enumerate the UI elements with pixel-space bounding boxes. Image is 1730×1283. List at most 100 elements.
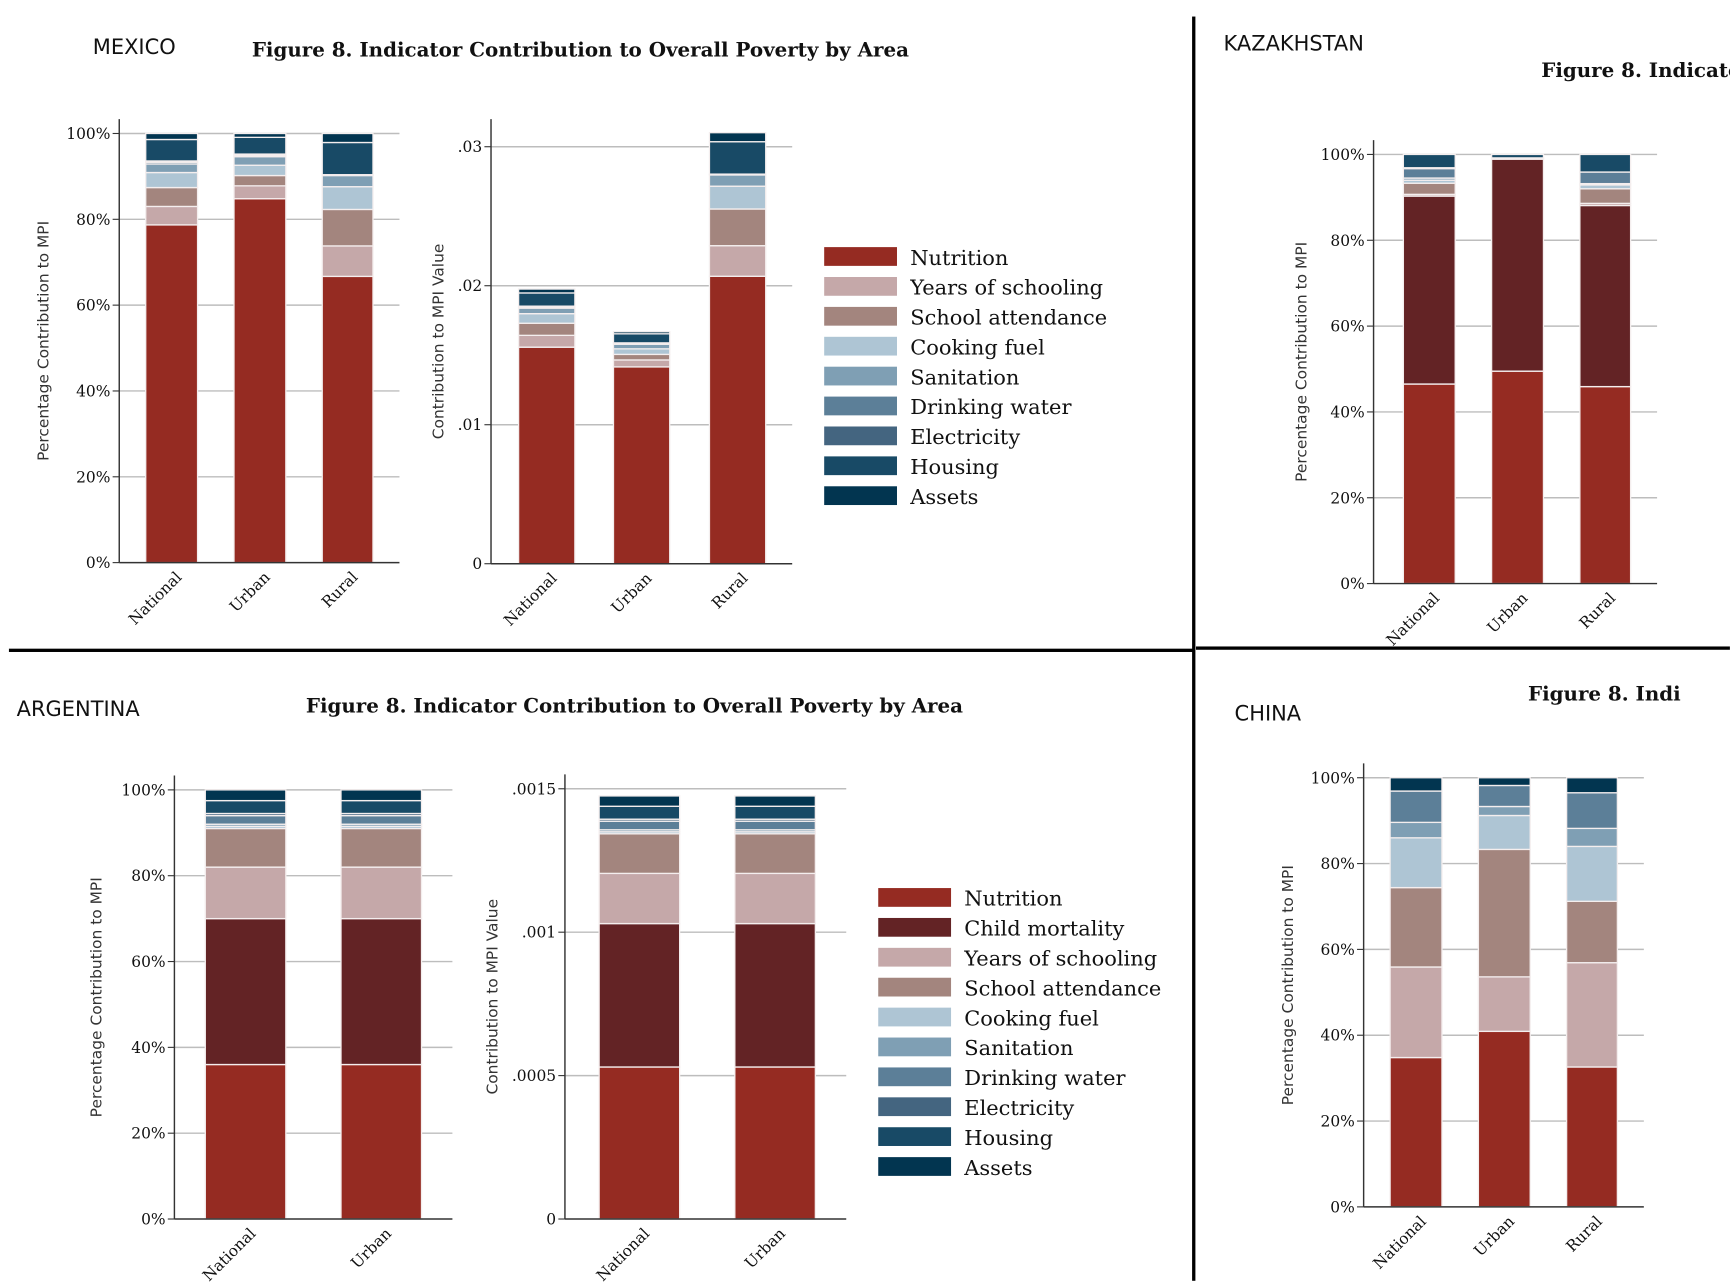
chart-mexico-pct: 0% 20% 40% 60% 80% 100% National Urban Rural Perc…: [35, 119, 400, 628]
legend-swatch: [824, 426, 897, 446]
bar-segment-housing: [340, 799, 423, 815]
bar-segment-nutrition: [1490, 370, 1545, 585]
country-label-argentina: ARGENTINA: [17, 697, 141, 721]
x-tick-label: National: [593, 1225, 653, 1283]
bar-segment-nutrition: [1389, 1056, 1443, 1208]
bar-segment-drinking-water: [1579, 171, 1632, 185]
y-axis-title: Percentage Contribution to MPI: [88, 877, 106, 1117]
bar-segment-nutrition: [233, 198, 287, 564]
bar-segment-school-attendance: [145, 186, 199, 208]
legend-label: Sanitation: [964, 1036, 1073, 1060]
y-tick-label: 60%: [1321, 941, 1355, 959]
legend-argentina: Nutrition Child mortality Years of schooli…: [878, 887, 1161, 1180]
bar-segment-years-of-schooling: [321, 245, 374, 278]
chart-argentina-val: 0 .0005 .001 .0015 National Urban Contribution…: [484, 774, 847, 1283]
bar-segment-cooking-fuel: [233, 164, 287, 177]
legend-swatch: [878, 1037, 952, 1057]
bar-segment-school-attendance: [233, 174, 287, 187]
bar-segment-assets: [708, 132, 767, 143]
bar-segment-child-mortality: [1579, 204, 1632, 388]
bar-segment-years-of-schooling: [1477, 976, 1531, 1033]
x-tick-label: Rural: [708, 569, 751, 612]
bar-segment-nutrition: [204, 1063, 287, 1220]
bar-segment-school-attendance: [1402, 182, 1456, 196]
bar-segment-child-mortality: [734, 922, 817, 1068]
legend-swatch: [878, 1127, 952, 1146]
bar-segment-cooking-fuel: [517, 313, 576, 324]
bar-segment-nutrition: [1579, 385, 1632, 585]
legend-swatch: [878, 977, 952, 997]
horizontal-divider-right: [1195, 646, 1730, 650]
bar-segment-drinking-water: [204, 814, 287, 825]
y-tick-label: 20%: [1330, 489, 1364, 507]
y-tick-label: 20%: [76, 468, 110, 486]
bar-segment-housing: [1402, 153, 1456, 169]
x-tick-label: Rural: [1563, 1212, 1606, 1255]
y-tick-label: 100%: [1321, 146, 1365, 164]
bar-segment-housing: [612, 333, 671, 344]
x-tick-label: Urban: [347, 1225, 395, 1273]
bar-segment-drinking-water: [1389, 790, 1443, 824]
x-tick-label: Urban: [1484, 589, 1532, 637]
y-tick-label: 80%: [1330, 232, 1364, 250]
y-axis-title: Percentage Contribution to MPI: [1292, 242, 1310, 482]
bar-segment-cooking-fuel: [1389, 837, 1443, 889]
bar-segment-nutrition: [598, 1066, 681, 1220]
bar-segment-child-mortality: [340, 917, 423, 1066]
y-tick-label: 100%: [66, 125, 110, 143]
y-tick-label: .01: [458, 416, 483, 434]
legend-label: Nutrition: [964, 887, 1062, 911]
bar-segment-sanitation: [1565, 827, 1619, 848]
legend-label: Assets: [963, 1156, 1032, 1180]
legend-swatch: [878, 917, 952, 937]
legend-swatch: [878, 1007, 952, 1027]
bar-segment-school-attendance: [598, 833, 681, 875]
y-tick-label: 40%: [1321, 1027, 1355, 1045]
x-tick-label: Urban: [741, 1225, 789, 1273]
legend-label: Electricity: [964, 1096, 1074, 1120]
y-tick-label: 80%: [1321, 855, 1355, 873]
bar-segment-assets: [734, 795, 817, 807]
bar-segment-years-of-schooling: [233, 185, 287, 200]
y-tick-label: 40%: [76, 382, 110, 400]
y-tick-label: 60%: [1330, 318, 1364, 336]
bar-segment-nutrition: [145, 224, 199, 564]
y-tick-label: .0005: [512, 1067, 556, 1085]
bar-segment-cooking-fuel: [1477, 814, 1531, 851]
bar-segment-years-of-schooling: [340, 866, 423, 920]
chart-kazakhstan-pct: 0% 20% 40% 60% 80% 100% National Urban Rural Perc…: [1292, 140, 1658, 649]
bar-segment-child-mortality: [204, 917, 287, 1066]
bar-segment-sanitation: [321, 174, 374, 188]
bar-segment-housing: [734, 805, 817, 820]
bar-segment-assets: [1389, 777, 1443, 792]
bar-segment-assets: [340, 789, 423, 802]
bar-segment-assets: [204, 789, 287, 802]
bar-segment-sanitation: [612, 343, 671, 350]
y-axis-title: Contribution to MPI Value: [430, 244, 448, 440]
bar-segment-assets: [1565, 777, 1619, 794]
y-axis-title: Contribution to MPI Value: [484, 899, 502, 1095]
bar-segment-nutrition: [340, 1063, 423, 1220]
legend-swatch: [824, 277, 897, 296]
legend-swatch: [878, 1067, 952, 1087]
y-axis-title: Percentage Contribution to MPI: [35, 221, 53, 461]
country-label-mexico: MEXICO: [93, 35, 176, 59]
bar-segment-child-mortality: [1402, 195, 1456, 385]
bar-segment-cooking-fuel: [708, 185, 767, 210]
legend-label: School attendance: [964, 976, 1161, 1000]
figure-title-argentina: Figure 8. Indicator Contribution to Over…: [306, 694, 963, 718]
bar-segment-sanitation: [233, 155, 287, 166]
x-tick-label: Rural: [318, 568, 361, 611]
bar-segment-school-attendance: [321, 208, 374, 247]
x-tick-label: Urban: [226, 568, 274, 616]
bar-segment-drinking-water: [734, 820, 817, 831]
bar-segment-nutrition: [1402, 383, 1456, 585]
bar-segment-housing: [233, 136, 287, 155]
bar-segment-nutrition: [734, 1066, 817, 1220]
bar-segment-school-attendance: [1579, 188, 1632, 205]
country-label-kazakhstan: KAZAKHSTAN: [1224, 32, 1364, 56]
bar-segment-nutrition: [708, 275, 767, 565]
x-tick-label: National: [1370, 1212, 1430, 1272]
x-tick-label: National: [199, 1225, 259, 1283]
y-tick-label: 20%: [131, 1125, 165, 1143]
